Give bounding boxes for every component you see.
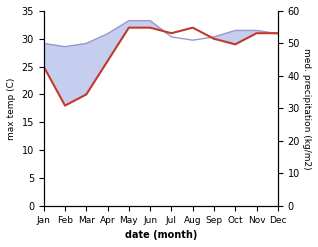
Y-axis label: med. precipitation (kg/m2): med. precipitation (kg/m2)	[302, 48, 311, 169]
X-axis label: date (month): date (month)	[125, 230, 197, 240]
Y-axis label: max temp (C): max temp (C)	[7, 77, 16, 140]
